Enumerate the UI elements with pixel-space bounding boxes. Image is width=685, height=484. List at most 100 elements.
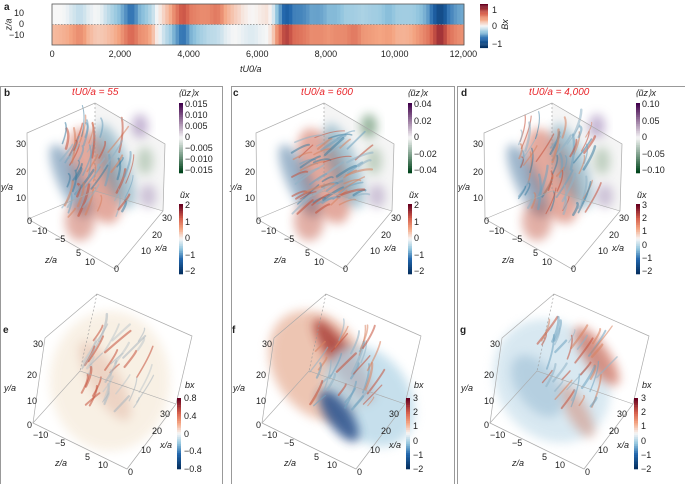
colorbar-a-segment [480, 46, 488, 49]
colorbar-bx-tick: 0 [413, 435, 419, 446]
flux-tube-streak [110, 154, 124, 173]
z-tick-label: −5 [284, 234, 295, 244]
flux-tube-streak [104, 360, 118, 383]
colorbar-uz-segment [179, 162, 183, 165]
flux-tube-streak [104, 153, 111, 187]
x-tick-label: 10 [598, 246, 609, 256]
colorbar-bx-segment [634, 456, 638, 459]
x-tick-label: 20 [381, 426, 392, 436]
heatmap-cell-upper [378, 4, 383, 25]
flux-tube-streak [573, 138, 593, 164]
heatmap-cell-upper [93, 4, 98, 25]
heatmap-cell-lower [251, 24, 256, 45]
colorbar-uz-segment [636, 141, 640, 144]
flux-tube-streak [570, 324, 589, 350]
flux-tube-streak [524, 182, 531, 196]
heatmap-cell-lower [295, 24, 300, 45]
colorbar-uz-segment [408, 150, 412, 153]
heatmap-cell-lower [264, 24, 269, 45]
heatmap-cell-upper [306, 4, 310, 25]
x-tick-label: 0 [114, 264, 120, 274]
colorbar-ux-tick: 0 [185, 233, 191, 243]
colorbar-uz-segment [179, 152, 183, 155]
cube-back-edges [32, 370, 177, 424]
flux-tube-streak [336, 188, 366, 198]
panel-label: f [232, 325, 236, 336]
colorbar-uz-segment [408, 117, 412, 120]
colorbar-bx-segment [177, 442, 181, 445]
flux-tube-streak [583, 135, 597, 154]
heatmap-cell-upper [347, 4, 352, 25]
z-tick-label: −10 [32, 226, 48, 236]
y-tick-label: 20 [256, 370, 267, 380]
colorbar-ux-segment [636, 247, 640, 250]
heatmap-cell-lower [151, 24, 156, 45]
colorbar-uz-segment [179, 146, 183, 149]
colorbar-uz-segment [408, 162, 412, 165]
colorbar-ux-segment [179, 237, 183, 240]
colorbar-uz-segment [179, 111, 183, 114]
colorbar-uz-segment [636, 129, 640, 132]
colorbar-a-segment [480, 7, 488, 9]
colorbar-uz-segment [179, 136, 183, 139]
x-tick-label: 0 [343, 264, 349, 274]
heatmap-cell-lower [58, 24, 63, 45]
flux-tube-streak [580, 131, 590, 152]
colorbar-bx-tick: 0 [184, 428, 190, 439]
colorbar-bx-segment [177, 451, 181, 454]
heatmap-cell-lower [312, 24, 317, 45]
flux-tube-streak [570, 389, 577, 402]
x-tick-label: 20 [381, 230, 392, 240]
colorbar-bx-segment [634, 415, 638, 418]
heatmap-cell-lower [240, 24, 245, 45]
heatmap-cell-upper [203, 4, 207, 25]
flux-tube-streak [88, 121, 94, 144]
colorbar-bx-segment [406, 424, 410, 427]
colorbar-uz-segment [179, 148, 183, 151]
colorbar-uz-segment [408, 167, 412, 170]
heatmap-cell-lower [172, 24, 177, 45]
flux-tube-streak [92, 162, 97, 182]
flux-tube-streak [551, 154, 559, 175]
colorbar-bx-label: bx [185, 380, 195, 390]
colorbar-uz-segment [408, 146, 412, 149]
colorbar-uz-segment [179, 120, 183, 123]
y-tick-label: 20 [484, 370, 495, 380]
heatmap-cell-lower [391, 24, 396, 45]
colorbar-a-segment [480, 5, 488, 7]
heatmap-cell-upper [55, 4, 60, 25]
colorbar-ux-segment [408, 230, 412, 233]
colorbar-uz-segment [408, 141, 412, 144]
heatmap-cell-upper [69, 4, 74, 25]
colorbar-ux-segment [179, 260, 183, 263]
colorbar-bx-segment [406, 429, 410, 433]
heatmap-cell-upper [89, 4, 94, 25]
colorbar-bx-segment [177, 456, 181, 459]
colorbar-bx-segment [406, 449, 410, 452]
colorbar-uz-segment [636, 169, 640, 172]
colorbar-bx-segment [634, 421, 638, 424]
x-tick-label: 10 [141, 246, 152, 256]
colorbar-uz-segment [636, 164, 640, 167]
colorbar-uz-label: ⟨ũz⟩x [635, 88, 657, 98]
x-tick-label: 30 [391, 213, 402, 223]
panel-c: c tU0/a = 600 ⟨ũz⟩x 0.04 0.02 0 −0.02 −0.04 ũx 2 1… [229, 86, 455, 286]
colorbar-bx-segment [634, 428, 638, 431]
x-tick-label: 10,000 [380, 49, 409, 59]
flux-tube-streak [86, 153, 99, 173]
colorbar-bx-segment [406, 399, 410, 402]
heatmap-cell-lower [230, 24, 235, 45]
heatmap-cell-lower [124, 24, 129, 45]
heatmap-cell-lower [402, 24, 407, 45]
colorbar-ux-segment [179, 251, 183, 254]
colorbar-uz-tick: 0.02 [414, 115, 432, 126]
colorbar-ux-segment [636, 205, 640, 208]
colorbar-uz-segment [408, 125, 412, 128]
colorbar-a-segment [480, 27, 488, 29]
colorbar-uz-tick: 0.04 [414, 99, 432, 109]
colorbar-ux-segment [636, 256, 640, 259]
colorbar-uz-segment [408, 134, 412, 137]
flux-tube-streak [68, 141, 81, 160]
heatmap-cell-lower [367, 24, 372, 45]
colorbar-bx-segment [406, 461, 410, 464]
